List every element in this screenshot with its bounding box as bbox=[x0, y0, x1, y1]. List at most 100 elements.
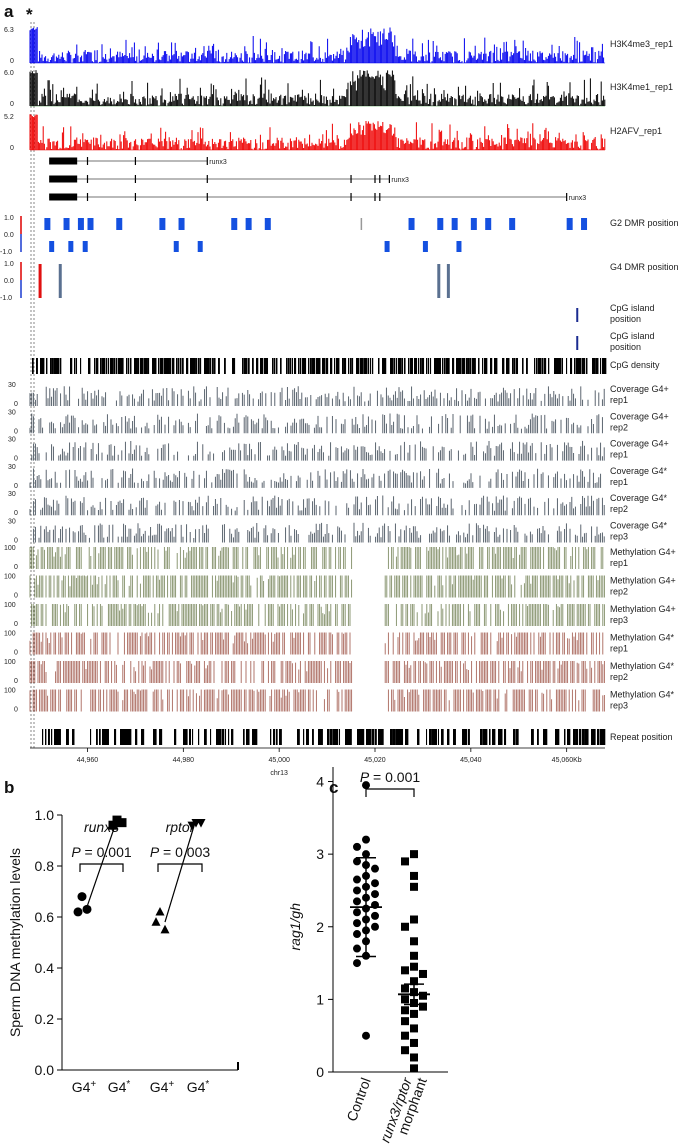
density-bar bbox=[214, 358, 216, 374]
coverage-track-4: 30 0 Coverage G4*rep1 bbox=[8, 464, 668, 490]
density-bar bbox=[494, 358, 497, 374]
density-bar bbox=[404, 358, 406, 374]
track-max-label: 100 bbox=[4, 545, 16, 552]
scale-label-top: 1.0 bbox=[4, 261, 14, 268]
density-bar bbox=[474, 358, 476, 374]
gene-first-exon bbox=[49, 157, 78, 165]
density-bar bbox=[118, 358, 121, 374]
repeat-block bbox=[546, 729, 548, 745]
repeat-block bbox=[243, 729, 245, 745]
x-category-label-3: G4+ bbox=[150, 1079, 175, 1095]
track-min-label: 0 bbox=[14, 564, 18, 571]
density-bar bbox=[558, 358, 561, 374]
density-bar bbox=[366, 358, 368, 374]
data-point bbox=[371, 879, 379, 888]
data-point bbox=[401, 1006, 409, 1015]
density-bar bbox=[348, 358, 350, 374]
density-bar bbox=[218, 358, 220, 374]
coverage-bars bbox=[29, 413, 603, 434]
dmr-hyper-block bbox=[264, 218, 271, 230]
density-bar bbox=[274, 358, 276, 374]
density-bar bbox=[414, 358, 417, 374]
density-bar bbox=[438, 358, 441, 374]
dmr-hyper-block bbox=[470, 218, 477, 230]
density-bar bbox=[210, 358, 212, 374]
data-point bbox=[196, 819, 206, 828]
track-name-label-line1: Methylation G4* bbox=[610, 690, 675, 700]
density-bar bbox=[478, 358, 480, 374]
repeat-block bbox=[225, 729, 227, 745]
density-bar bbox=[562, 358, 564, 374]
track-max-label: 5.2 bbox=[4, 114, 14, 121]
repeat-block bbox=[426, 729, 428, 745]
track-name-label: H3K4me3_rep1 bbox=[610, 39, 673, 49]
density-bar bbox=[370, 358, 372, 374]
p-value-label: P = 0.001 bbox=[360, 769, 421, 785]
y-axis-label: rag1/gh bbox=[287, 903, 303, 951]
group-morphant bbox=[401, 850, 427, 1073]
density-bar bbox=[80, 358, 82, 374]
group-control bbox=[353, 781, 379, 1040]
density-bar bbox=[482, 358, 484, 374]
gene-name-label: runx3 bbox=[391, 177, 409, 184]
data-point bbox=[419, 991, 427, 1000]
repeat-block bbox=[486, 729, 488, 745]
track-min-label: 0 bbox=[14, 401, 18, 408]
density-bar bbox=[194, 358, 196, 374]
density-bar bbox=[168, 358, 170, 374]
track-min-label: 0 bbox=[14, 456, 18, 463]
density-bar bbox=[342, 358, 344, 374]
density-bar bbox=[70, 358, 73, 374]
track-max-label: 30 bbox=[8, 464, 16, 471]
density-bar bbox=[304, 358, 307, 374]
gene-name-label: runx3 bbox=[569, 195, 587, 202]
density-bar bbox=[146, 358, 148, 374]
density-bar bbox=[516, 358, 519, 374]
significance-bracket bbox=[157, 863, 203, 872]
track-min-label: 0 bbox=[14, 510, 18, 517]
track-max-label: 30 bbox=[8, 519, 16, 526]
density-bar bbox=[32, 358, 34, 374]
data-point bbox=[401, 984, 409, 993]
dmr-hypo-block bbox=[82, 241, 88, 252]
repeat-block bbox=[102, 729, 106, 745]
density-bar bbox=[408, 358, 410, 374]
track-name-label-line2: rep2 bbox=[610, 672, 628, 682]
density-bar bbox=[326, 358, 329, 374]
coverage-track-1: 30 0 Coverage G4+rep1 bbox=[8, 382, 669, 408]
density-bar bbox=[294, 358, 297, 374]
repeat-block bbox=[114, 729, 117, 745]
density-bar bbox=[536, 358, 538, 374]
density-bar bbox=[142, 358, 144, 374]
density-bar bbox=[486, 358, 488, 374]
group-rptor-3 bbox=[187, 819, 206, 831]
repeat-block bbox=[597, 729, 600, 745]
dmr-hyper-block bbox=[485, 218, 492, 230]
track-min-label: 0 bbox=[10, 101, 14, 108]
density-bar bbox=[358, 358, 360, 374]
repeat-position-track: Repeat position bbox=[42, 729, 673, 745]
dmr-steel-block bbox=[446, 264, 450, 298]
density-bar bbox=[162, 358, 164, 374]
y-tick-label: 0.6 bbox=[35, 909, 55, 925]
density-bar bbox=[192, 358, 195, 374]
repeat-block bbox=[186, 729, 188, 745]
data-point bbox=[353, 886, 361, 895]
data-point bbox=[362, 850, 370, 859]
repeat-block bbox=[378, 729, 382, 745]
repeat-block bbox=[531, 729, 534, 745]
data-point bbox=[410, 882, 418, 891]
density-bar bbox=[458, 358, 461, 374]
density-bar bbox=[452, 358, 455, 374]
repeat-block bbox=[279, 729, 282, 745]
density-bar bbox=[554, 358, 557, 374]
density-bar bbox=[350, 358, 352, 374]
signal-track-h3k4me1_rep1: 6.0 0 H3K4me1_rep1 bbox=[4, 70, 673, 108]
density-bar bbox=[102, 358, 105, 374]
repeat-block bbox=[441, 729, 444, 745]
density-bar bbox=[52, 358, 54, 374]
repeat-block bbox=[231, 729, 234, 745]
repeat-block bbox=[492, 729, 496, 745]
repeat-block bbox=[498, 729, 502, 745]
repeat-block bbox=[252, 729, 256, 745]
